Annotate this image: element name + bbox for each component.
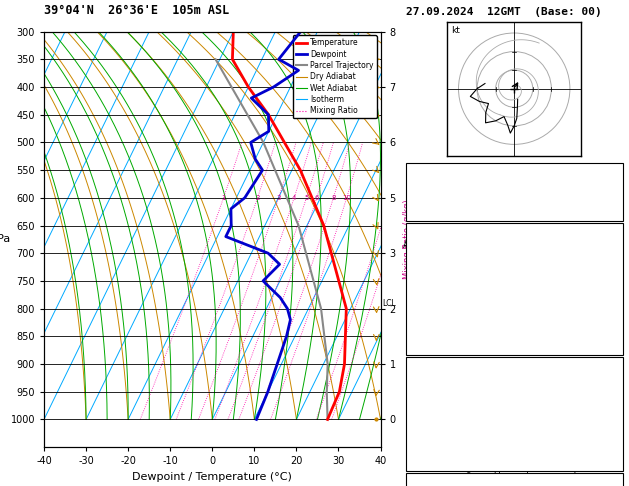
Text: 5: 5	[304, 195, 309, 201]
Text: LCL: LCL	[382, 298, 396, 308]
Text: 0: 0	[613, 321, 619, 331]
Text: Totals Totals: Totals Totals	[409, 187, 486, 197]
Text: 27.09.2024  12GMT  (Base: 00): 27.09.2024 12GMT (Base: 00)	[406, 7, 601, 17]
Text: Pressure (mb): Pressure (mb)	[409, 382, 486, 391]
Text: Surface: Surface	[493, 229, 536, 239]
Text: 27.4: 27.4	[596, 247, 619, 257]
Text: Mixing Ratio (g/kg): Mixing Ratio (g/kg)	[403, 200, 412, 279]
Text: 10: 10	[342, 195, 351, 201]
Text: 26: 26	[607, 187, 619, 197]
Text: © weatheronline.co.uk: © weatheronline.co.uk	[465, 471, 579, 480]
Text: 10: 10	[607, 303, 619, 312]
Text: 0: 0	[613, 455, 619, 465]
Text: θₑ(K): θₑ(K)	[409, 284, 439, 294]
Text: Hodograph: Hodograph	[486, 479, 542, 486]
Text: Most Unstable: Most Unstable	[474, 363, 555, 373]
Text: Temp (°C): Temp (°C)	[409, 247, 462, 257]
Text: hPa: hPa	[0, 234, 11, 244]
Text: 3: 3	[276, 195, 281, 201]
Text: 0: 0	[613, 437, 619, 447]
Text: 6: 6	[314, 195, 319, 201]
Text: PW (cm): PW (cm)	[409, 206, 450, 215]
Text: kt: kt	[451, 26, 460, 35]
Text: CAPE (J): CAPE (J)	[409, 321, 457, 331]
Text: 1.29: 1.29	[596, 206, 619, 215]
Text: Lifted Index: Lifted Index	[409, 303, 480, 312]
Text: 10: 10	[607, 418, 619, 428]
Text: Lifted Index: Lifted Index	[409, 418, 480, 428]
Text: θₑ (K): θₑ (K)	[409, 400, 445, 410]
Text: 0: 0	[613, 340, 619, 349]
Text: 10.5: 10.5	[596, 266, 619, 276]
Legend: Temperature, Dewpoint, Parcel Trajectory, Dry Adiabat, Wet Adiabat, Isotherm, Mi: Temperature, Dewpoint, Parcel Trajectory…	[292, 35, 377, 118]
Text: CAPE (J): CAPE (J)	[409, 437, 457, 447]
Y-axis label: km
ASL: km ASL	[403, 228, 421, 250]
Text: 1: 1	[221, 195, 226, 201]
Text: 1000: 1000	[596, 382, 619, 391]
Text: 324: 324	[601, 400, 619, 410]
X-axis label: Dewpoint / Temperature (°C): Dewpoint / Temperature (°C)	[132, 472, 292, 482]
Text: 4: 4	[292, 195, 296, 201]
Text: CIN (J): CIN (J)	[409, 340, 450, 349]
Text: CIN (J): CIN (J)	[409, 455, 450, 465]
Text: 2: 2	[255, 195, 260, 201]
Text: Dewp (°C): Dewp (°C)	[409, 266, 462, 276]
Text: -4: -4	[607, 169, 619, 178]
Text: 39°04'N  26°36'E  105m ASL: 39°04'N 26°36'E 105m ASL	[44, 4, 230, 17]
Text: 324: 324	[601, 284, 619, 294]
Text: K: K	[409, 169, 415, 178]
Text: 8: 8	[331, 195, 336, 201]
